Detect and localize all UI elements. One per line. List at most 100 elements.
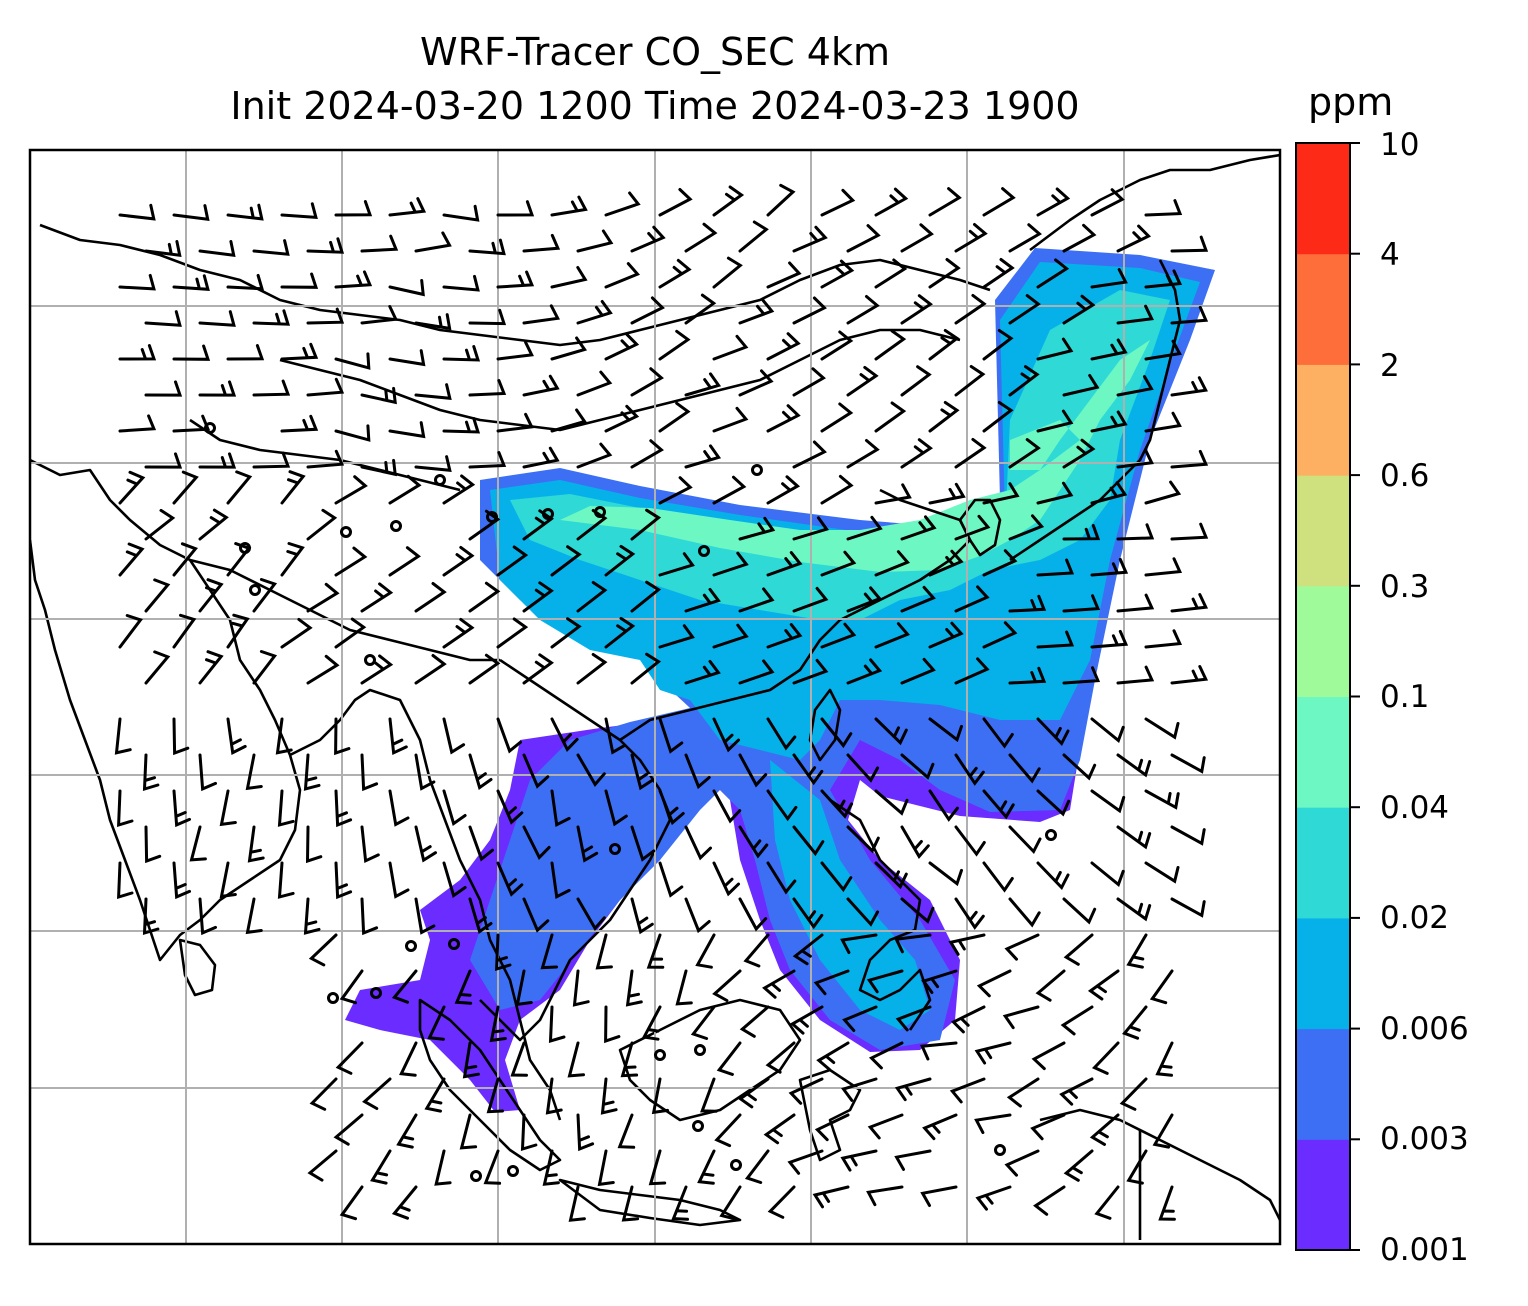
wind-barb	[697, 1149, 716, 1185]
wind-barb	[468, 451, 507, 469]
coastline-korea	[958, 498, 1002, 557]
wind-barb	[630, 825, 656, 862]
wind-barb	[1008, 514, 1045, 541]
wind-barb	[307, 1149, 338, 1182]
wind-barb	[172, 861, 191, 900]
wind-barb	[1116, 593, 1155, 613]
coastline-sulawesi	[798, 1068, 862, 1162]
colorbar-tick-label: 0.006	[1380, 1011, 1469, 1047]
wind-barb	[1144, 339, 1182, 361]
wind-barb	[277, 861, 295, 899]
wind-barb	[550, 336, 588, 361]
wind-barb	[1144, 480, 1182, 505]
wind-barb	[118, 414, 157, 433]
wind-barb	[1008, 666, 1047, 685]
wind-barb	[820, 622, 857, 649]
wind-barb	[1090, 188, 1125, 217]
wind-barb	[921, 969, 958, 994]
wind-barb	[226, 542, 252, 577]
boundary-china-west	[189, 418, 461, 492]
wind-barb	[712, 717, 740, 753]
wind-barb	[1170, 235, 1209, 253]
wind-barb	[690, 1005, 716, 1040]
wind-barb	[894, 1149, 932, 1171]
wind-barb	[542, 1149, 560, 1186]
calm-wind-circle	[470, 1170, 482, 1182]
wind-barb	[595, 933, 613, 970]
wind-barb	[118, 273, 156, 291]
wind-barb	[306, 654, 340, 685]
wind-barb	[1116, 523, 1155, 541]
wind-barb	[335, 1041, 364, 1075]
wind-barb	[459, 1113, 478, 1150]
wind-barb	[874, 550, 911, 577]
wind-barb	[391, 969, 418, 1004]
wind-barb	[522, 653, 554, 685]
wind-barb	[874, 329, 907, 361]
wind-barb	[928, 401, 960, 433]
wind-barb	[370, 1149, 392, 1185]
wind-barb	[874, 483, 912, 505]
wind-barb	[928, 187, 962, 217]
wind-barb	[1170, 825, 1206, 846]
wind-barb	[252, 451, 291, 469]
wind-barb	[1036, 409, 1074, 433]
wind-barb	[1036, 717, 1070, 747]
wind-barb	[334, 546, 368, 577]
wind-barb	[840, 933, 878, 954]
wind-barb	[820, 861, 853, 893]
wind-barb	[468, 753, 493, 791]
wind-barb	[1030, 1113, 1066, 1141]
calm-wind-circle	[507, 1165, 519, 1177]
wind-barb	[820, 717, 853, 749]
wind-barb	[496, 200, 535, 217]
wind-barb	[928, 549, 964, 577]
wind-barb	[651, 1077, 670, 1115]
wind-barb	[630, 296, 665, 325]
wind-barb	[144, 310, 182, 327]
wind-barb	[388, 279, 425, 297]
wind-barb	[712, 551, 749, 577]
wind-barb	[1008, 897, 1041, 928]
wind-barb	[1170, 753, 1206, 774]
wind-barb	[414, 313, 452, 331]
wind-barb	[118, 203, 156, 221]
wind-barb	[388, 789, 410, 827]
wind-barb	[712, 861, 740, 897]
wind-barb	[816, 1041, 850, 1071]
wind-barb	[334, 424, 371, 442]
wind-barb	[846, 897, 880, 927]
wind-barb	[974, 1113, 1012, 1135]
wind-barb	[114, 717, 132, 755]
wind-barb	[621, 1185, 640, 1222]
wind-barb	[675, 969, 693, 1006]
wind-barb	[658, 329, 691, 361]
wind-barb	[684, 825, 712, 861]
calm-wind-circle	[694, 1044, 706, 1056]
wind-barb	[1170, 593, 1209, 613]
wind-barb	[144, 650, 171, 685]
wind-barb	[1126, 933, 1148, 969]
wind-barb	[1004, 933, 1040, 961]
wind-barb	[762, 969, 796, 999]
wind-barb	[954, 585, 990, 613]
wind-barb	[767, 1185, 796, 1219]
calm-wind-circle	[730, 1159, 742, 1171]
calm-wind-circle	[486, 511, 498, 523]
wind-barb	[550, 861, 571, 899]
wind-barb	[1152, 1113, 1174, 1149]
wind-barb	[1090, 557, 1129, 577]
wind-barb	[360, 386, 397, 405]
wind-barb	[308, 933, 338, 967]
wind-barb	[604, 789, 628, 827]
wind-barb	[568, 1185, 586, 1222]
wind-barb	[684, 897, 711, 934]
colorbar-unit: ppm	[1308, 80, 1394, 124]
wind-barb	[522, 825, 551, 860]
wind-barb	[245, 897, 263, 935]
wind-barb	[920, 1185, 958, 1207]
wind-barb	[658, 717, 684, 754]
wind-barb	[846, 753, 880, 783]
wind-barb	[738, 587, 775, 613]
wind-barb	[252, 239, 290, 256]
